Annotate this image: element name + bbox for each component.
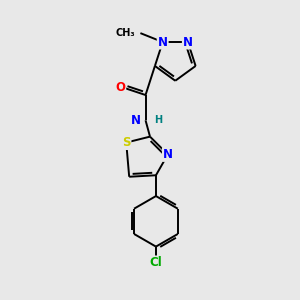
Text: O: O — [115, 81, 125, 94]
Text: N: N — [131, 114, 141, 127]
Text: CH₃: CH₃ — [116, 28, 135, 38]
Text: N: N — [158, 35, 168, 49]
Text: N: N — [163, 148, 173, 161]
Text: H: H — [154, 115, 162, 125]
Text: S: S — [122, 136, 130, 149]
Text: N: N — [183, 35, 193, 49]
Text: Cl: Cl — [150, 256, 162, 269]
